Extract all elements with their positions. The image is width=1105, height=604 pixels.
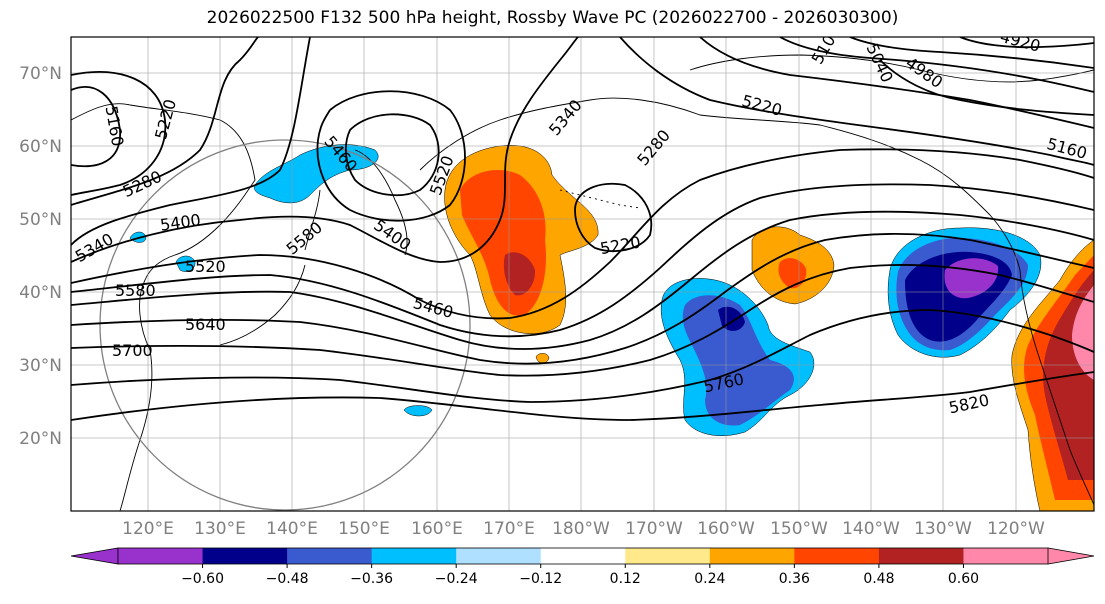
figure-title: 2026022500 F132 500 hPa height, Rossby W…	[206, 8, 899, 28]
negative-anomaly-subtropical-core	[682, 295, 794, 426]
reference-circle	[99, 139, 471, 511]
alaska-coast	[419, 97, 1021, 271]
contour-5760	[71, 309, 1094, 403]
lon-label: 130°W	[914, 519, 972, 539]
contour-5040	[849, 37, 1094, 69]
contour-5400-west	[71, 37, 579, 263]
lon-label: 140°W	[842, 519, 900, 539]
colorbar-tick-label: 0.12	[610, 571, 641, 587]
positive-anomaly-western-us-max	[1072, 285, 1094, 380]
contour-5460-main	[71, 148, 1094, 320]
contour-5460-low	[344, 113, 440, 197]
lat-label: 50°N	[19, 210, 62, 230]
colorbar-tick-label: 0.24	[694, 571, 725, 587]
positive-anomaly-small	[535, 353, 550, 364]
colorbar-tick-label: 0.60	[948, 571, 979, 587]
contour-4980	[879, 59, 1094, 116]
contour-5520-main	[71, 183, 1094, 338]
latitude-labels: 70°N 60°N 50°N 40°N 30°N 20°N	[19, 64, 62, 449]
contour-5220-north	[619, 37, 1094, 166]
lon-label: 120°W	[987, 519, 1045, 539]
contour-label: 5700	[112, 341, 153, 360]
lon-label: 160°E	[411, 519, 463, 539]
lat-label: 20°N	[19, 429, 62, 449]
contour-5340-west	[71, 37, 311, 246]
asia-coast	[71, 103, 256, 511]
lat-label: 60°N	[19, 137, 62, 157]
contour-5640	[71, 233, 1094, 365]
lon-label: 160°W	[697, 519, 755, 539]
lon-label: 150°W	[770, 519, 828, 539]
contour-5220-west	[71, 71, 167, 196]
contour-5520-low	[316, 90, 466, 222]
colorbar-bin	[709, 548, 795, 564]
japan	[219, 189, 321, 346]
colorbar-extend-min	[70, 547, 119, 565]
contour-5100	[779, 37, 1094, 93]
lon-label: 150°E	[338, 519, 390, 539]
lon-label: 140°E	[266, 519, 318, 539]
contour-5280-west	[71, 37, 259, 206]
lon-label: 120°E	[122, 519, 174, 539]
arctic-coast	[689, 54, 1094, 83]
colorbar-bin	[625, 548, 711, 564]
negative-anomaly-subtropical-max	[718, 306, 745, 331]
colorbar-bin	[794, 548, 880, 564]
contour-5820	[71, 371, 1094, 421]
lat-label: 30°N	[19, 356, 62, 376]
colorbar-tick-label: −0.48	[266, 571, 309, 587]
contour-5700	[71, 264, 1094, 377]
colorbar-tick-label: −0.24	[435, 571, 478, 587]
colorbar-tick-label: −0.12	[519, 571, 562, 587]
colorbar-bin	[202, 548, 288, 564]
coastlines	[71, 54, 1094, 511]
contour-5220-east-low	[574, 182, 653, 252]
contour-5160-west	[71, 86, 121, 168]
colorbar-bin	[540, 548, 626, 564]
lat-label: 40°N	[19, 283, 62, 303]
colorbar-tick-label: −0.36	[350, 571, 393, 587]
negative-anomaly-small3	[403, 405, 433, 417]
colorbar-bin	[963, 548, 1049, 564]
lon-label: 180°W	[552, 519, 610, 539]
colorbar-tick-label: 0.48	[863, 571, 894, 587]
lon-label: 170°E	[483, 519, 535, 539]
colorbar-bin	[118, 548, 204, 564]
north-america-west-coast	[1019, 269, 1094, 506]
longitude-labels: 120°E 130°E 140°E 150°E 160°E 170°E 180°…	[122, 519, 1045, 539]
colorbar-extend-max	[1047, 547, 1095, 565]
colorbar-outline	[117, 547, 1049, 565]
positive-anomaly-central-max	[503, 252, 536, 296]
lat-label: 70°N	[19, 64, 62, 84]
colorbar-bin	[456, 548, 542, 564]
aleutians	[559, 189, 641, 209]
contour-label: 5520	[185, 257, 226, 276]
colorbar-bin	[371, 548, 457, 564]
height-contours	[71, 37, 1094, 421]
contour-5160-north	[699, 37, 1094, 129]
colorbar-tick-label: 0.36	[779, 571, 810, 587]
lon-label: 170°W	[625, 519, 683, 539]
colorbar-bin	[878, 548, 964, 564]
contour-5580	[71, 210, 1094, 350]
lon-label: 130°E	[194, 519, 246, 539]
negative-anomaly-small1	[175, 255, 196, 272]
kamchatka	[354, 149, 408, 256]
contour-label: 5580	[115, 281, 156, 300]
map-border	[70, 36, 1095, 512]
colorbar: −0.60 −0.48 −0.36 −0.24 −0.12 0.12 0.24 0.36 0.4…	[70, 547, 1095, 587]
colorbar-tick-label: −0.60	[181, 571, 224, 587]
contour-label: 5640	[185, 315, 226, 334]
colorbar-bin	[287, 548, 373, 564]
contour-4920	[959, 37, 1094, 49]
